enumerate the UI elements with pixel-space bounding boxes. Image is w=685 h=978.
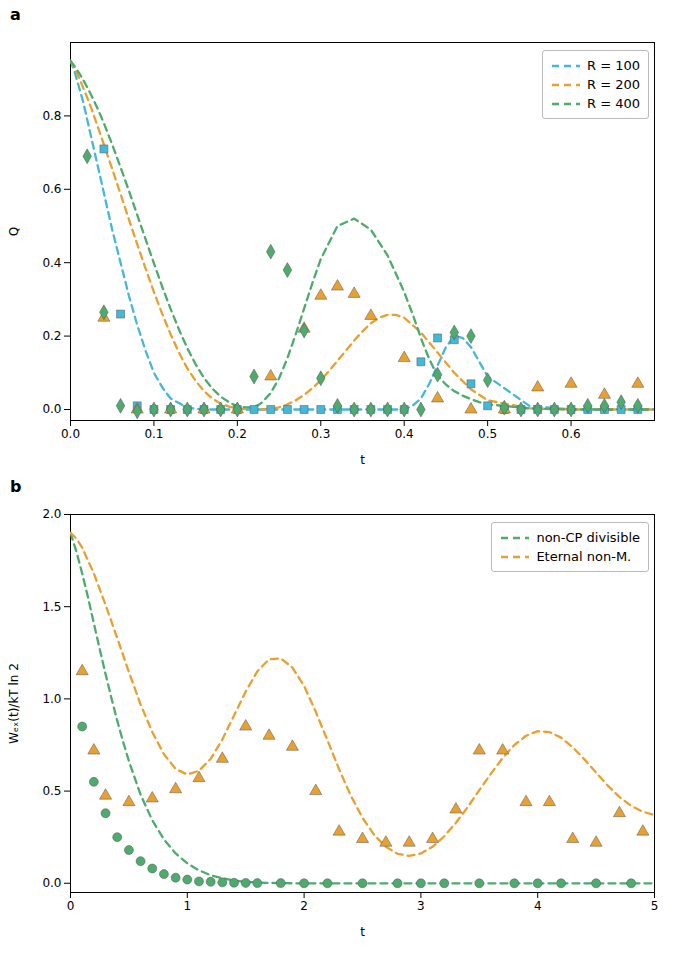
- svg-text:2.0: 2.0: [42, 507, 61, 521]
- html-text:R = 400: R = 400: [587, 96, 640, 111]
- svg-text:Wₑₓ(t)/kT ln 2: Wₑₓ(t)/kT ln 2: [7, 663, 21, 744]
- svg-text:0.0: 0.0: [61, 427, 80, 441]
- svg-text:0.2: 0.2: [42, 329, 61, 343]
- svg-text:0.1: 0.1: [144, 427, 163, 441]
- svg-text:0: 0: [67, 899, 75, 913]
- svg-text:3: 3: [417, 899, 425, 913]
- svg-text:t: t: [360, 925, 365, 939]
- svg-text:t: t: [360, 453, 365, 467]
- html-text:Eternal non-M.: Eternal non-M.: [536, 549, 632, 564]
- svg-text:0.3: 0.3: [311, 427, 330, 441]
- svg-text:0.5: 0.5: [42, 784, 61, 798]
- svg-text:5: 5: [651, 899, 659, 913]
- svg-text:0.8: 0.8: [42, 109, 61, 123]
- html-text:a: a: [10, 5, 21, 24]
- svg-text:0.6: 0.6: [562, 427, 581, 441]
- html-text:R = 100: R = 100: [587, 58, 640, 73]
- svg-text:Q: Q: [7, 227, 21, 236]
- svg-text:0.0: 0.0: [42, 876, 61, 890]
- svg-text:0.2: 0.2: [228, 427, 247, 441]
- svg-text:2: 2: [300, 899, 308, 913]
- svg-text:1.5: 1.5: [42, 600, 61, 614]
- svg-text:0.4: 0.4: [42, 256, 61, 270]
- svg-text:1.0: 1.0: [42, 692, 61, 706]
- svg-text:1: 1: [183, 899, 191, 913]
- svg-text:0.5: 0.5: [478, 427, 497, 441]
- svg-text:0.6: 0.6: [42, 182, 61, 196]
- html-text:non-CP divisible: non-CP divisible: [536, 530, 640, 545]
- html-text:R = 200: R = 200: [587, 77, 640, 92]
- svg-text:0.4: 0.4: [395, 427, 414, 441]
- html-text:b: b: [10, 477, 22, 496]
- svg-text:0.0: 0.0: [42, 402, 61, 416]
- svg-text:4: 4: [534, 899, 542, 913]
